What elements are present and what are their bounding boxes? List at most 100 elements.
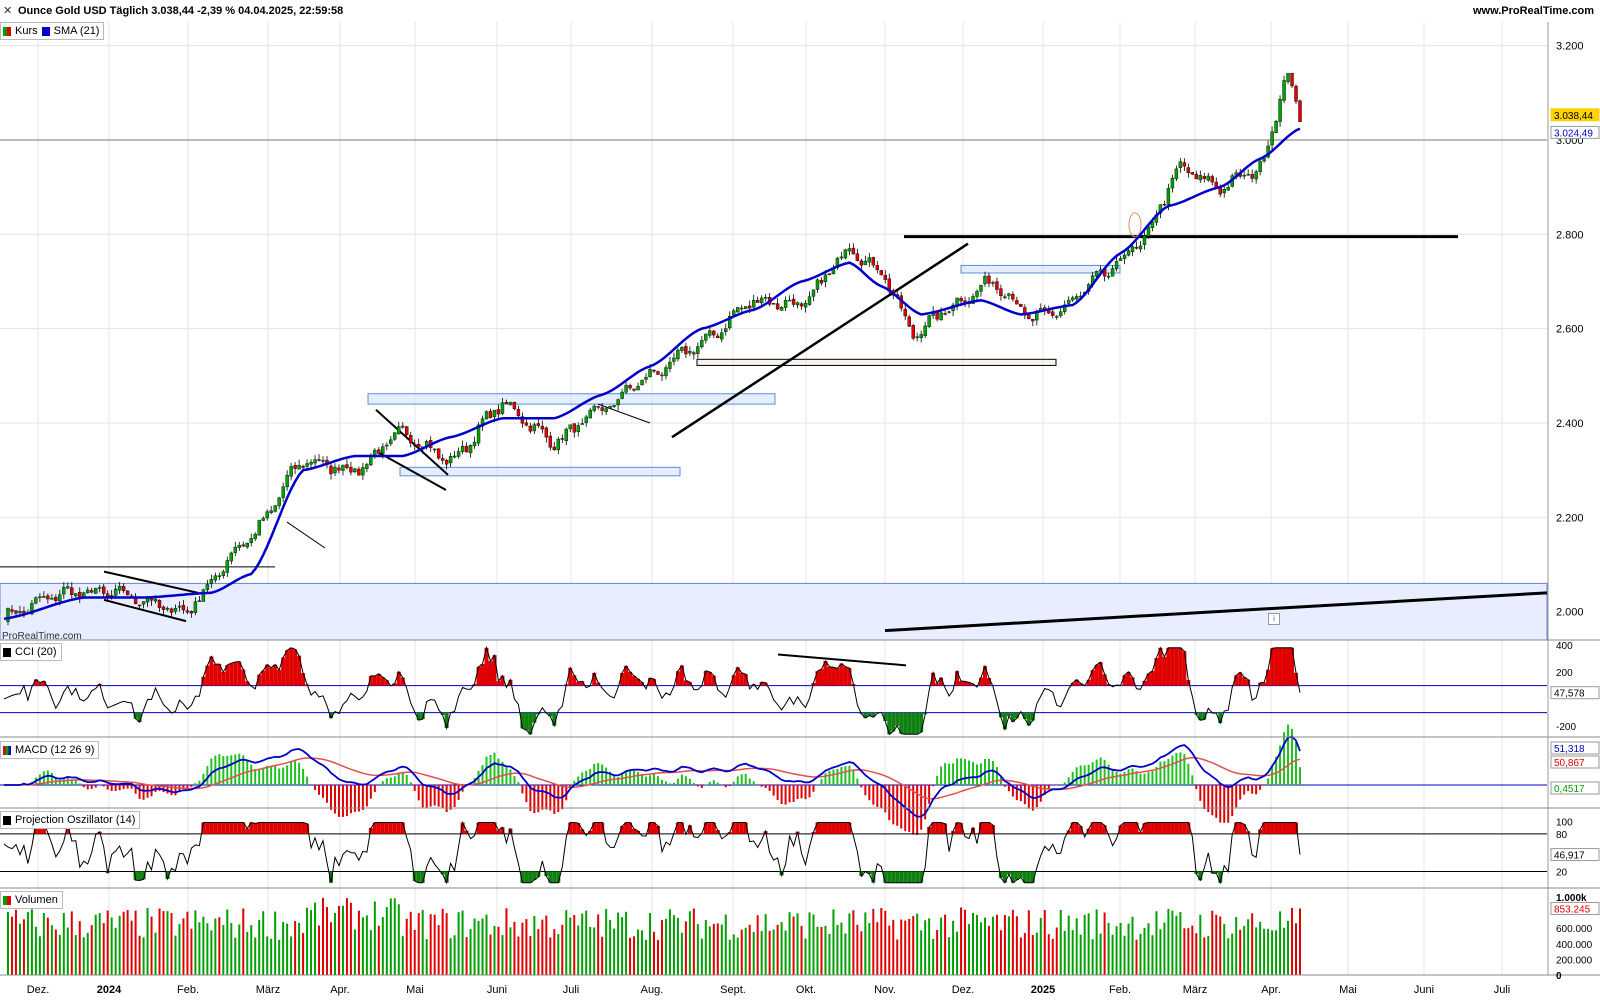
candle-body bbox=[185, 610, 190, 613]
last-price-tag-bg bbox=[1550, 108, 1600, 122]
candle-body bbox=[652, 369, 656, 372]
candle-body bbox=[1198, 175, 1203, 181]
candle-body bbox=[771, 303, 776, 305]
candle-body bbox=[704, 333, 708, 341]
annotation-box bbox=[399, 466, 681, 477]
candle-body bbox=[169, 608, 174, 613]
candle-body bbox=[1290, 72, 1294, 87]
volume-legend[interactable]: Volumen bbox=[0, 891, 63, 909]
candle-body bbox=[504, 402, 509, 405]
price-legend[interactable]: Kurs SMA (21) bbox=[0, 22, 105, 40]
candle-body bbox=[660, 374, 664, 377]
candle-body bbox=[1210, 176, 1214, 183]
candle-body bbox=[708, 330, 712, 336]
candle-body bbox=[137, 604, 142, 607]
macd-value-tag-bg bbox=[1550, 755, 1600, 769]
candle-body bbox=[548, 435, 553, 448]
candle-body bbox=[464, 445, 469, 453]
candle-body bbox=[516, 409, 521, 417]
candle-body bbox=[971, 296, 975, 304]
x-tick-label: Juni bbox=[1414, 984, 1434, 996]
candle-body bbox=[221, 571, 226, 576]
candle-body bbox=[628, 385, 632, 389]
candle-body bbox=[90, 590, 94, 593]
candle-body bbox=[173, 607, 178, 612]
cci-legend[interactable]: CCI (20) bbox=[0, 643, 62, 661]
brand-url[interactable]: www.ProRealTime.com bbox=[1472, 5, 1594, 17]
candle-body bbox=[488, 410, 493, 419]
candle-body bbox=[664, 367, 668, 377]
candle-body bbox=[624, 384, 628, 393]
candle-body bbox=[827, 273, 832, 275]
candle-body bbox=[161, 606, 166, 610]
candle-body bbox=[907, 316, 911, 327]
candle-body bbox=[1182, 162, 1187, 167]
trendline bbox=[671, 242, 969, 439]
candle-body bbox=[34, 597, 38, 604]
proj-value-tag: 46,917 bbox=[1554, 851, 1585, 862]
proj-tick-label: 100 bbox=[1556, 817, 1573, 828]
close-icon[interactable]: ✕ bbox=[3, 5, 13, 17]
x-tick-label: Juli bbox=[563, 984, 580, 996]
x-tick-label: Feb. bbox=[177, 984, 199, 996]
candle-body bbox=[512, 402, 517, 410]
candle-body bbox=[317, 459, 321, 461]
candle-body bbox=[672, 357, 676, 362]
cci-tick-label: -200 bbox=[1556, 722, 1576, 733]
macd-panel bbox=[0, 724, 1547, 836]
candle-body bbox=[321, 460, 325, 462]
macd-legend[interactable]: MACD (12 26 9) bbox=[0, 741, 100, 759]
projection-legend[interactable]: Projection Oszillator (14) bbox=[0, 811, 141, 829]
candle-body bbox=[943, 313, 947, 315]
candle-body bbox=[213, 575, 218, 581]
candle-body bbox=[309, 461, 313, 465]
candle-body bbox=[468, 445, 473, 454]
x-tick-label: 2025 bbox=[1031, 984, 1055, 996]
x-tick-label: Juni bbox=[487, 984, 507, 996]
candle-body bbox=[732, 310, 736, 316]
info-icon[interactable]: i bbox=[1268, 613, 1280, 625]
candle-body bbox=[1074, 296, 1079, 300]
x-tick-label: Feb. bbox=[1109, 984, 1131, 996]
trendline bbox=[103, 570, 199, 594]
candle-body bbox=[668, 361, 672, 369]
proj-value-tag-bg bbox=[1550, 848, 1600, 862]
candle-body bbox=[1059, 311, 1063, 316]
candle-body bbox=[1055, 316, 1059, 318]
candle-body bbox=[444, 459, 449, 465]
candle-body bbox=[492, 409, 497, 418]
candle-body bbox=[648, 369, 652, 378]
candle-body bbox=[397, 426, 401, 435]
candle-body bbox=[1178, 161, 1183, 168]
candle-body bbox=[744, 306, 748, 310]
x-tick-label: Nov. bbox=[874, 984, 896, 996]
candle-body bbox=[337, 467, 341, 471]
price-tick-label: 2.800 bbox=[1556, 229, 1584, 241]
candle-body bbox=[1094, 271, 1099, 277]
candle-body bbox=[460, 446, 465, 452]
price-tick-label: 2.000 bbox=[1556, 607, 1584, 619]
cci-value-tag-bg bbox=[1550, 686, 1600, 700]
candle-body bbox=[313, 459, 317, 464]
cci-tick-label: 400 bbox=[1556, 641, 1573, 652]
candle-body bbox=[476, 424, 481, 444]
candle-body bbox=[1118, 258, 1123, 261]
candle-body bbox=[763, 297, 768, 299]
candle-body bbox=[919, 334, 923, 339]
candle-body bbox=[1015, 300, 1019, 305]
candle-body bbox=[417, 444, 421, 448]
x-tick-label: März bbox=[256, 984, 280, 996]
candle-body bbox=[867, 257, 872, 263]
candle-body bbox=[225, 560, 230, 573]
legend-projection: Projection Oszillator (14) bbox=[15, 814, 136, 826]
candle-body bbox=[656, 371, 660, 375]
candle-body bbox=[791, 298, 796, 305]
legend-macd: MACD (12 26 9) bbox=[15, 744, 95, 756]
candle-body bbox=[98, 587, 102, 589]
cci-panel bbox=[0, 645, 1547, 736]
macd-value-tag-bg bbox=[1550, 741, 1600, 755]
volume-panel bbox=[6, 897, 1301, 975]
macd-value-tag-bg bbox=[1550, 781, 1600, 795]
annotation-layer bbox=[0, 139, 1548, 641]
